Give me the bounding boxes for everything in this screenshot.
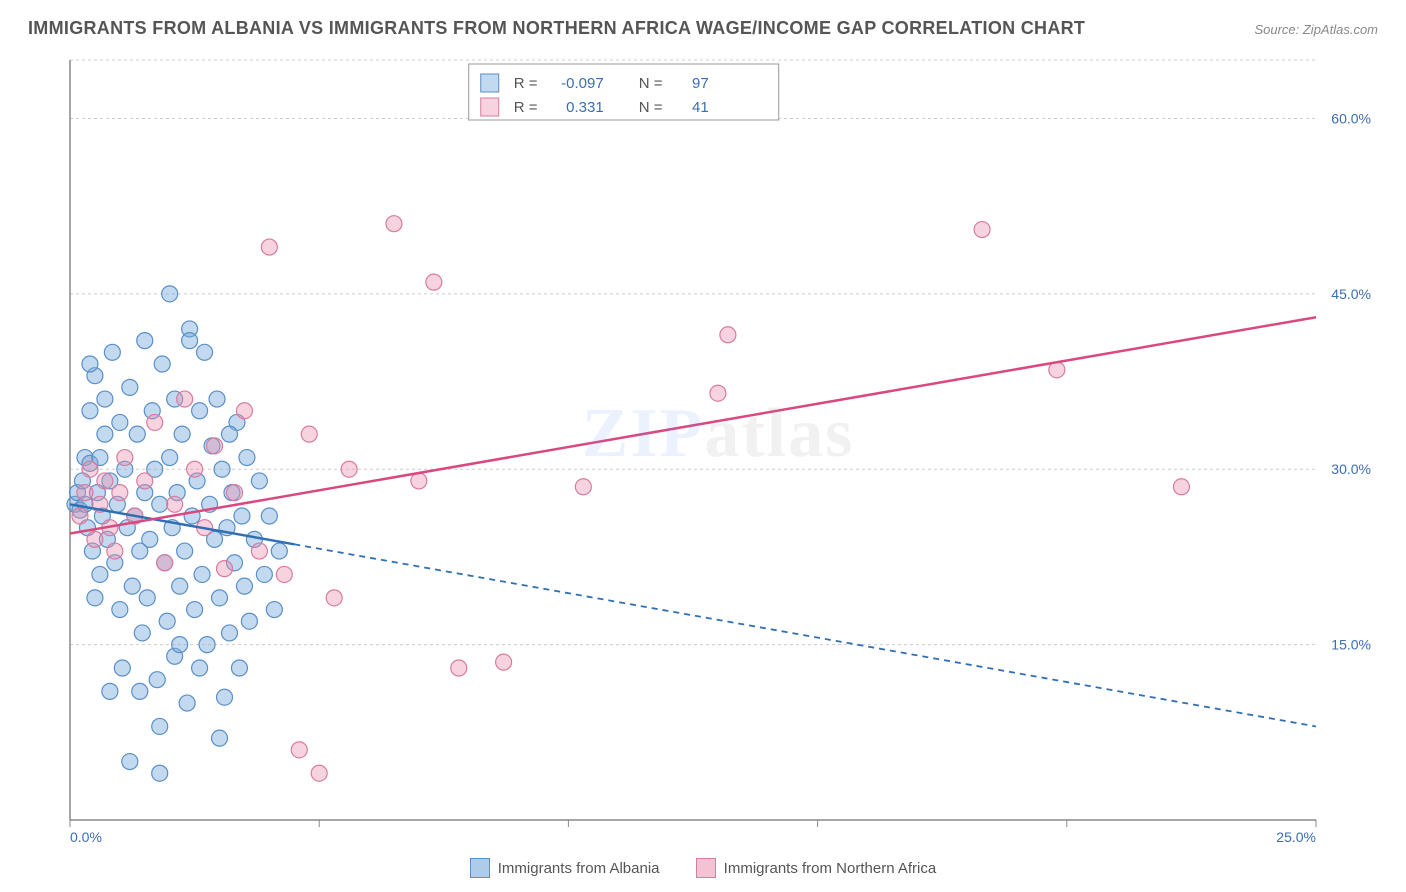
bottom-legend: Immigrants from Albania Immigrants from … xyxy=(0,858,1406,882)
chart-area: ZIPatlas 0.0%25.0%15.0%30.0%45.0%60.0%R … xyxy=(50,50,1386,850)
legend-label: Immigrants from Northern Africa xyxy=(724,860,937,877)
source-label: Source: ZipAtlas.com xyxy=(1254,22,1378,37)
svg-text:45.0%: 45.0% xyxy=(1331,286,1371,302)
legend-swatch xyxy=(696,858,716,878)
svg-text:N =: N = xyxy=(639,75,663,92)
svg-text:30.0%: 30.0% xyxy=(1331,461,1371,477)
svg-text:-0.097: -0.097 xyxy=(561,75,604,92)
svg-text:N =: N = xyxy=(639,99,663,116)
legend-label: Immigrants from Albania xyxy=(498,860,660,877)
legend-swatch xyxy=(470,858,490,878)
scatter-chart: 0.0% 25.0% 15.0% 30.0% 45.0% 60.0% R = -0.097 N … xyxy=(50,50,1386,850)
svg-text:0.0%: 0.0% xyxy=(70,829,102,845)
svg-text:R =: R = xyxy=(514,75,538,92)
svg-text:R =: R = xyxy=(514,99,538,116)
legend-item-albania: Immigrants from Albania xyxy=(470,858,660,878)
svg-text:60.0%: 60.0% xyxy=(1331,110,1371,126)
legend-item-northern-africa: Immigrants from Northern Africa xyxy=(696,858,937,878)
svg-text:15.0%: 15.0% xyxy=(1331,637,1371,653)
svg-text:25.0%: 25.0% xyxy=(1276,829,1316,845)
svg-text:0.331: 0.331 xyxy=(566,99,604,116)
svg-text:97: 97 xyxy=(692,75,709,92)
chart-title: IMMIGRANTS FROM ALBANIA VS IMMIGRANTS FR… xyxy=(28,18,1085,39)
svg-text:41: 41 xyxy=(692,99,709,116)
